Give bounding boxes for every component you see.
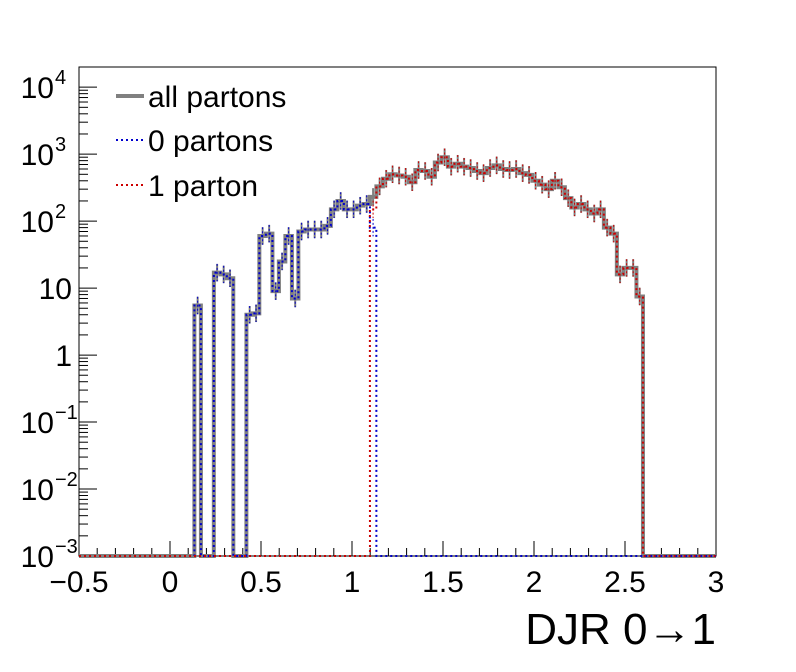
y-tick-exponent: −1 <box>55 402 78 424</box>
axis-ticks <box>78 86 717 557</box>
y-tick-label: 10 <box>21 541 54 574</box>
x-axis-title: DJR 0→1 <box>525 605 716 654</box>
y-tick-label: 10 <box>21 407 54 440</box>
legend-label: 1 parton <box>148 170 258 203</box>
y-tick-label: 10 <box>21 139 54 172</box>
y-tick-exponent: −2 <box>55 469 78 491</box>
x-tick-label: 2 <box>526 566 543 599</box>
legend-label: all partons <box>148 81 286 114</box>
series-layer <box>79 148 716 558</box>
legend: all partons 0 partons 1 parton <box>116 81 286 203</box>
y-tick-label: 10 <box>21 72 54 105</box>
y-tick-exponent: 4 <box>55 67 66 89</box>
x-tick-label: 1.5 <box>422 566 464 599</box>
x-tick-label: 2.5 <box>604 566 646 599</box>
y-tick-label: 1 <box>55 340 72 373</box>
legend-label: 0 partons <box>148 125 273 158</box>
x-tick-labels: −0.5 0 0.5 1 1.5 2 2.5 3 <box>49 566 724 599</box>
x-tick-label: 0.5 <box>240 566 282 599</box>
y-tick-exponent: 2 <box>55 201 66 223</box>
y-tick-label: 10 <box>39 273 72 306</box>
x-tick-label: −0.5 <box>49 566 108 599</box>
x-tick-label: 1 <box>344 566 361 599</box>
series-line-1-parton <box>79 156 716 557</box>
x-tick-label: 3 <box>708 566 725 599</box>
x-tick-label: 0 <box>162 566 179 599</box>
y-tick-label: 10 <box>21 474 54 507</box>
y-tick-exponent: −3 <box>55 536 78 558</box>
plot-area <box>78 66 717 557</box>
y-tick-label: 10 <box>21 206 54 239</box>
y-tick-exponent: 3 <box>55 134 66 156</box>
